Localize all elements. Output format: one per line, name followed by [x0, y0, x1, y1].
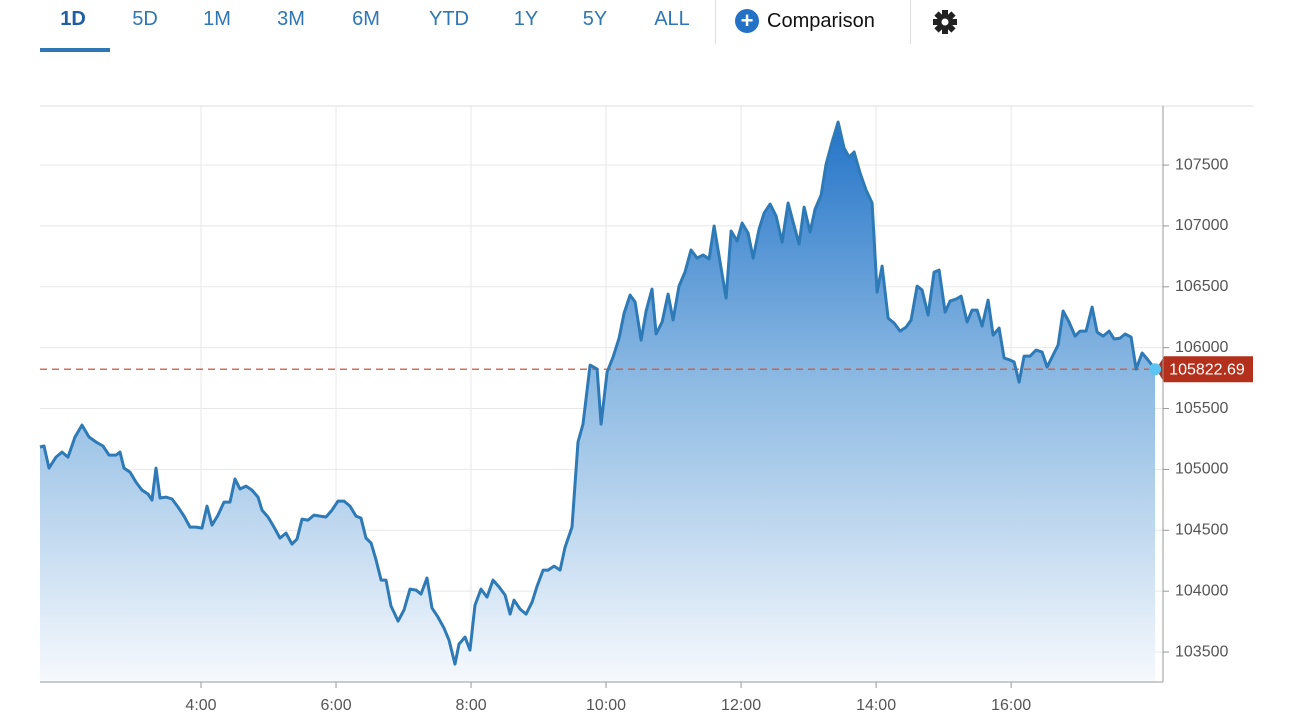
- selected-underline: [40, 48, 110, 52]
- y-tick-label: 107000: [1175, 217, 1228, 234]
- area-fill: [40, 122, 1156, 683]
- comparison-label: Comparison: [767, 9, 875, 32]
- last-point: [1149, 363, 1162, 376]
- range-tab[interactable]: 5Y: [582, 8, 608, 30]
- divider: [910, 0, 911, 44]
- plus-icon: +: [735, 9, 759, 33]
- range-tab[interactable]: 1D: [60, 8, 86, 30]
- y-tick-label: 105500: [1175, 400, 1228, 417]
- range-tab[interactable]: YTD: [429, 8, 469, 30]
- range-tab[interactable]: 6M: [352, 8, 380, 30]
- comparison-button[interactable]: + Comparison: [735, 8, 875, 34]
- y-tick-label: 106000: [1175, 339, 1228, 356]
- range-tab[interactable]: 1M: [203, 8, 231, 30]
- range-tab[interactable]: 1Y: [513, 8, 539, 30]
- y-tick-label: 104500: [1175, 522, 1228, 539]
- x-tick-label: 4:00: [185, 697, 216, 714]
- y-tick-label: 107500: [1175, 156, 1228, 173]
- y-tick-label: 104000: [1175, 582, 1228, 599]
- y-tick-label: 106500: [1175, 278, 1228, 295]
- price-tag: [1156, 356, 1253, 383]
- range-tab[interactable]: ALL: [654, 8, 690, 30]
- x-tick-label: 14:00: [856, 697, 896, 714]
- last-price-label: 105822.69: [1169, 361, 1245, 378]
- divider: [715, 0, 716, 44]
- price-line: [39, 120, 1157, 666]
- y-tick-label: 103500: [1175, 643, 1228, 660]
- x-tick-label: 6:00: [320, 697, 351, 714]
- x-tick-label: 8:00: [455, 697, 486, 714]
- y-tick-label: 105000: [1175, 461, 1228, 478]
- range-tab[interactable]: 3M: [277, 8, 305, 30]
- x-tick-label: 10:00: [586, 697, 626, 714]
- x-tick-label: 12:00: [721, 697, 761, 714]
- settings-icon[interactable]: [931, 8, 959, 36]
- range-tab[interactable]: 5D: [132, 8, 158, 30]
- x-tick-label: 16:00: [991, 697, 1031, 714]
